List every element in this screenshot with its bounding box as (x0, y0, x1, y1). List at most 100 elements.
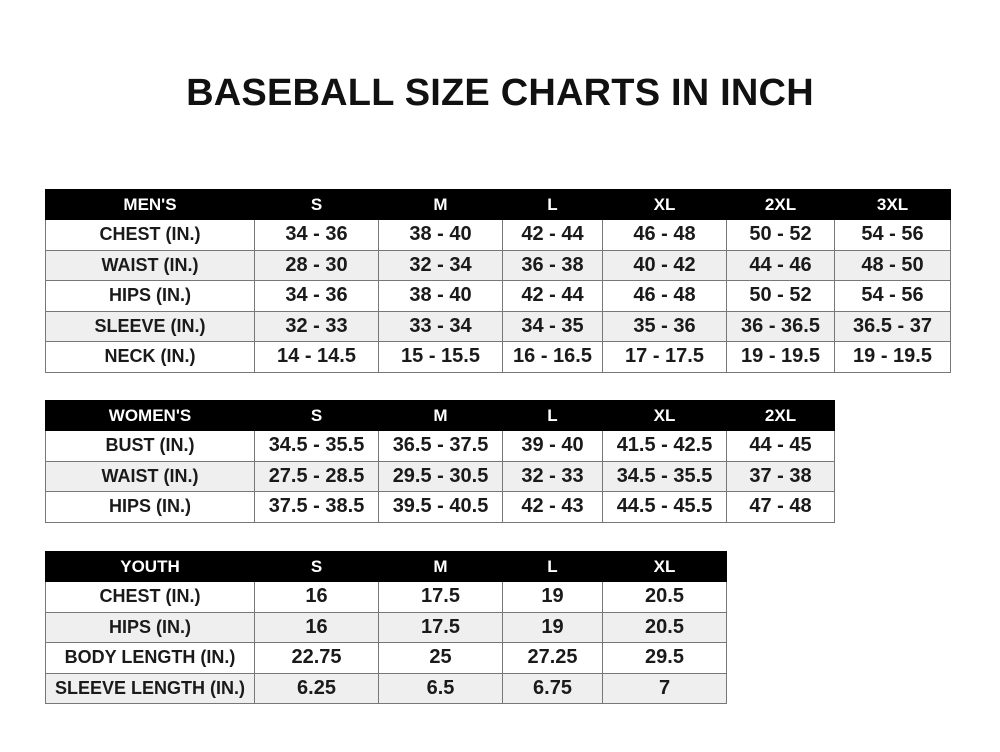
measurement-label: HIPS (IN.) (45, 611, 255, 643)
size-value: 42 - 43 (502, 491, 603, 523)
size-value: 17.5 (378, 581, 503, 613)
size-value: 17.5 (378, 611, 503, 643)
size-value: 33 - 34 (378, 310, 503, 342)
size-value: 38 - 40 (378, 280, 503, 312)
size-column-header: S (254, 189, 379, 220)
header-row: MEN'S S M L XL 2XL 3XL (45, 189, 951, 220)
table-row: WAIST (IN.) 27.5 - 28.5 29.5 - 30.5 32 - 33… (45, 460, 835, 492)
size-column-header: 2XL (726, 400, 835, 431)
size-value: 36.5 - 37.5 (378, 430, 503, 462)
measurement-label: WAIST (IN.) (45, 460, 255, 492)
header-row: YOUTH S M L XL (45, 551, 727, 582)
header-row: WOMEN'S S M L XL 2XL (45, 400, 835, 431)
size-value: 41.5 - 42.5 (602, 430, 727, 462)
size-value: 22.75 (254, 642, 379, 674)
page-title: BASEBALL SIZE CHARTS IN INCH (186, 72, 814, 114)
table-row: CHEST (IN.) 16 17.5 19 20.5 (45, 581, 727, 613)
size-value: 46 - 48 (602, 280, 727, 312)
size-value: 37 - 38 (726, 460, 835, 492)
table-row: SLEEVE LENGTH (IN.) 6.25 6.5 6.75 7 (45, 672, 727, 704)
size-value: 29.5 (602, 642, 727, 674)
size-value: 14 - 14.5 (254, 341, 379, 373)
size-value: 44.5 - 45.5 (602, 491, 727, 523)
size-column-header: M (378, 400, 503, 431)
table-row: SLEEVE (IN.) 32 - 33 33 - 34 34 - 35 35 - 36… (45, 310, 951, 342)
size-value: 34 - 36 (254, 219, 379, 251)
table-row: HIPS (IN.) 16 17.5 19 20.5 (45, 611, 727, 643)
table-row: HIPS (IN.) 34 - 36 38 - 40 42 - 44 46 - 48 50… (45, 280, 951, 312)
size-value: 17 - 17.5 (602, 341, 727, 373)
table-row: HIPS (IN.) 37.5 - 38.5 39.5 - 40.5 42 - 43 4… (45, 491, 835, 523)
size-value: 27.25 (502, 642, 603, 674)
size-value: 28 - 30 (254, 249, 379, 281)
measurement-label: BUST (IN.) (45, 430, 255, 462)
size-value: 19 (502, 611, 603, 643)
size-value: 6.25 (254, 672, 379, 704)
size-value: 36 - 38 (502, 249, 603, 281)
size-value: 20.5 (602, 581, 727, 613)
size-value: 34.5 - 35.5 (602, 460, 727, 492)
size-value: 6.5 (378, 672, 503, 704)
measurement-label: CHEST (IN.) (45, 219, 255, 251)
size-column-header: L (502, 400, 603, 431)
size-value: 36.5 - 37 (834, 310, 951, 342)
measurement-label: WAIST (IN.) (45, 249, 255, 281)
size-value: 44 - 46 (726, 249, 835, 281)
size-value: 37.5 - 38.5 (254, 491, 379, 523)
size-value: 16 (254, 581, 379, 613)
measurement-label: HIPS (IN.) (45, 280, 255, 312)
size-value: 39.5 - 40.5 (378, 491, 503, 523)
size-value: 54 - 56 (834, 280, 951, 312)
size-value: 19 (502, 581, 603, 613)
size-column-header: XL (602, 400, 727, 431)
table-row: BUST (IN.) 34.5 - 35.5 36.5 - 37.5 39 - 40 4… (45, 430, 835, 462)
size-column-header: M (378, 551, 503, 582)
size-value: 32 - 33 (502, 460, 603, 492)
size-value: 34 - 35 (502, 310, 603, 342)
measurement-label: SLEEVE (IN.) (45, 310, 255, 342)
size-column-header: XL (602, 551, 727, 582)
measurement-label: CHEST (IN.) (45, 581, 255, 613)
size-column-header: XL (602, 189, 727, 220)
table-row: BODY LENGTH (IN.) 22.75 25 27.25 29.5 (45, 642, 727, 674)
size-value: 7 (602, 672, 727, 704)
size-column-header: 2XL (726, 189, 835, 220)
size-value: 44 - 45 (726, 430, 835, 462)
size-column-header: S (254, 551, 379, 582)
table-row: NECK (IN.) 14 - 14.5 15 - 15.5 16 - 16.5 17 … (45, 341, 951, 373)
size-value: 42 - 44 (502, 280, 603, 312)
size-value: 16 (254, 611, 379, 643)
size-value: 50 - 52 (726, 219, 835, 251)
size-value: 27.5 - 28.5 (254, 460, 379, 492)
size-value: 19 - 19.5 (834, 341, 951, 373)
size-value: 6.75 (502, 672, 603, 704)
size-column-header: L (502, 551, 603, 582)
size-value: 34.5 - 35.5 (254, 430, 379, 462)
size-column-header: S (254, 400, 379, 431)
size-value: 36 - 36.5 (726, 310, 835, 342)
measurement-label: SLEEVE LENGTH (IN.) (45, 672, 255, 704)
size-value: 42 - 44 (502, 219, 603, 251)
measurement-label: NECK (IN.) (45, 341, 255, 373)
womens-size-table: WOMEN'S S M L XL 2XL BUST (IN.) 34.5 - 35.5 36.5… (45, 400, 835, 523)
size-value: 35 - 36 (602, 310, 727, 342)
size-value: 20.5 (602, 611, 727, 643)
size-column-header: 3XL (834, 189, 951, 220)
size-value: 39 - 40 (502, 430, 603, 462)
mens-size-table: MEN'S S M L XL 2XL 3XL CHEST (IN.) 34 - 36 38 - 4… (45, 189, 951, 373)
size-value: 46 - 48 (602, 219, 727, 251)
size-value: 19 - 19.5 (726, 341, 835, 373)
size-value: 48 - 50 (834, 249, 951, 281)
measurement-label: HIPS (IN.) (45, 491, 255, 523)
measurement-label: BODY LENGTH (IN.) (45, 642, 255, 674)
size-value: 50 - 52 (726, 280, 835, 312)
size-column-header: L (502, 189, 603, 220)
size-value: 32 - 33 (254, 310, 379, 342)
size-value: 47 - 48 (726, 491, 835, 523)
size-value: 32 - 34 (378, 249, 503, 281)
size-column-header: M (378, 189, 503, 220)
size-value: 38 - 40 (378, 219, 503, 251)
table-category-header: MEN'S (45, 189, 255, 220)
youth-size-table: YOUTH S M L XL CHEST (IN.) 16 17.5 19 20.5 HIPS (I… (45, 551, 727, 704)
table-row: CHEST (IN.) 34 - 36 38 - 40 42 - 44 46 - 48 5… (45, 219, 951, 251)
